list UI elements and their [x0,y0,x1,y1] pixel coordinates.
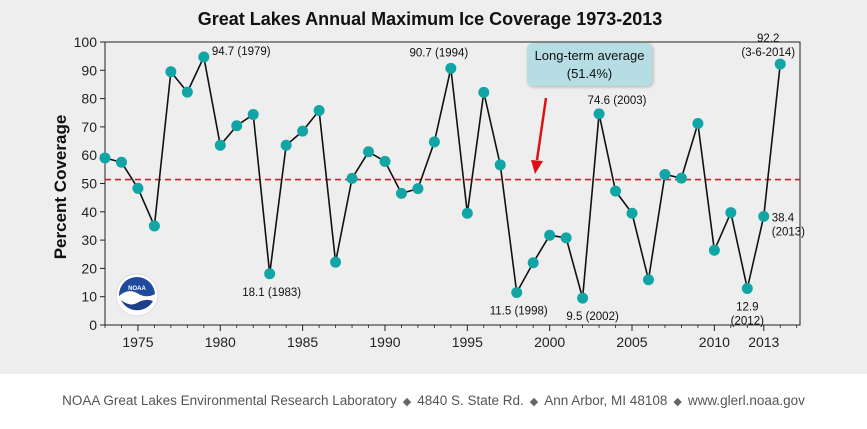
data-point [511,286,523,298]
callout-line-1: Long-term average [534,48,645,63]
data-point [428,136,440,148]
data-point [774,58,786,70]
data-point [247,108,259,120]
data-point [313,104,325,116]
annotations: 94.7 (1979) 18.1 (1983) 90.7 (1994) 11.5 (1… [212,33,805,327]
data-label-line-2: (2012) [731,315,764,327]
footer-url: www.glerl.noaa.gov [687,393,805,408]
data-point [198,51,210,63]
x-tick-label: 2005 [616,334,647,350]
data-point [330,256,342,268]
data-point [412,183,424,195]
callout-line-2: (51.4%) [566,66,613,81]
data-label: 18.1 (1983) [242,287,301,299]
data-label: 92.2 [757,33,779,45]
chart-title: Great Lakes Annual Maximum Ice Coverage … [198,9,663,29]
y-tick-label: 50 [81,176,97,192]
data-point [99,152,111,164]
data-point [577,292,589,304]
x-tick-label: 1995 [452,334,483,350]
x-tick-label: 1990 [369,334,400,350]
data-point [478,86,490,98]
data-label: 90.7 (1994) [409,47,468,59]
data-point [165,66,177,78]
data-point [379,155,391,167]
y-tick-label: 100 [74,34,98,50]
data-label: 38.4 [772,212,795,224]
data-point [527,257,539,269]
footer: NOAA Great Lakes Environmental Research … [0,374,867,419]
data-point [280,139,292,151]
data-point [231,120,243,132]
data-point [346,172,358,184]
x-tick-label: 1985 [287,334,318,350]
data-points [99,51,786,304]
data-point [132,182,144,194]
footer-separator: ◆ [673,396,682,408]
data-label: 9.5 (2002) [566,311,619,323]
data-point [758,210,770,222]
data-point [214,139,226,151]
data-label: 11.5 (1998) [490,305,548,317]
data-point [297,125,309,137]
data-point [593,108,605,120]
y-tick-label: 80 [81,91,97,107]
data-point [363,146,375,158]
chart-panel: Great Lakes Annual Maximum Ice Coverage … [0,0,867,374]
data-point [610,185,622,197]
y-tick-label: 30 [81,232,97,248]
footer-org: NOAA Great Lakes Environmental Research … [62,393,397,408]
data-label: 12.9 [736,301,758,313]
y-axis-label: Percent Coverage [51,115,70,260]
long-term-average-callout: Long-term average (51.4%) [527,43,652,86]
data-label: 94.7 (1979) [212,46,271,58]
data-point [445,62,457,74]
x-tick-label: 1975 [122,334,153,350]
data-point [115,156,127,168]
y-tick-label: 70 [81,119,97,135]
footer-separator: ◆ [529,396,539,408]
y-tick-label: 40 [81,204,97,220]
data-label: 74.6 (2003) [588,95,647,107]
data-point [560,232,572,244]
y-tick-label: 90 [81,62,97,78]
chart-svg: Great Lakes Annual Maximum Ice Coverage … [51,9,805,350]
data-point [148,220,160,232]
logo-text: NOAA [128,286,146,292]
data-point [708,244,720,256]
footer-separator: ◆ [402,396,412,408]
x-tick-label: 2013 [748,334,779,350]
data-point [395,187,407,199]
data-point [692,118,704,130]
footer-address: 4840 S. State Rd. [417,393,524,408]
arrow-head [531,160,543,174]
x-tick-label: 2000 [534,334,565,350]
data-point [544,229,556,241]
data-point [461,207,473,219]
footer-city: Ann Arbor, MI 48108 [544,393,668,408]
data-point [264,268,276,280]
data-point [659,168,671,180]
y-tick-label: 0 [89,317,97,333]
data-point [626,207,638,219]
x-tick-label: 2010 [699,334,730,350]
axes: 0 10 20 30 40 50 60 70 80 90 100 1975 1980 1985 1990 19… [74,34,801,350]
x-tick-label: 1980 [205,334,236,350]
data-point [675,172,687,184]
data-point [642,274,654,286]
data-point [494,159,506,171]
y-tick-label: 10 [81,289,97,305]
y-tick-label: 60 [81,147,97,163]
data-label-line-2: (2013) [772,226,805,238]
data-label-line-2: (3-6-2014) [741,47,795,59]
y-tick-label: 20 [81,260,97,276]
data-point [741,282,753,294]
noaa-logo: NOAA [115,273,159,317]
callout-arrow [531,97,548,174]
data-point [181,86,193,98]
data-point [725,207,737,219]
arrow-shaft [535,97,548,161]
